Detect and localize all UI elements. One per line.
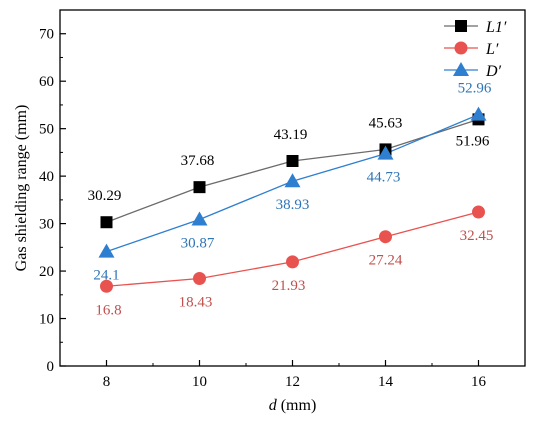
series-2-point (191, 211, 208, 226)
y-tick-label: 10 (39, 312, 54, 328)
data-label: 45.63 (369, 115, 403, 131)
y-axis-title: Gas shielding range (mm) (13, 105, 30, 272)
series-0-point (193, 181, 206, 194)
data-label: 16.8 (95, 302, 121, 318)
series-2-point (284, 173, 301, 188)
data-label: 30.29 (88, 188, 122, 204)
x-tick-label: 8 (103, 374, 111, 390)
series-1-point (472, 205, 485, 219)
data-label: 32.45 (460, 228, 494, 244)
series-1-point (100, 279, 113, 293)
series-2-point (98, 243, 115, 258)
legend-entry: L1′ (485, 19, 507, 36)
series-0-point (286, 154, 299, 167)
legend: L1′ L′ D′ (444, 19, 507, 80)
data-label: 43.19 (274, 127, 308, 143)
y-tick-label: 0 (47, 359, 55, 375)
y-tick-label: 40 (39, 169, 54, 185)
legend-marker (453, 62, 469, 76)
series-1-point (286, 255, 299, 269)
data-label: 38.93 (276, 197, 310, 213)
legend-marker (455, 20, 467, 32)
legend-entry: D′ (485, 63, 502, 80)
x-tick-label: 16 (471, 374, 487, 390)
legend-marker (454, 41, 468, 55)
series-1-point (193, 272, 206, 286)
y-tick-label: 70 (39, 27, 54, 43)
y-tick-label: 50 (39, 122, 54, 138)
data-label: 21.93 (272, 278, 306, 294)
series-line-1 (106, 211, 479, 287)
y-tick-label: 20 (39, 264, 54, 280)
series-2-point (377, 145, 394, 160)
series-0-point (100, 216, 113, 229)
x-tick-label: 12 (285, 374, 300, 390)
series-1-point (379, 230, 392, 244)
x-tick-label: 14 (378, 374, 394, 390)
series-2-point (470, 106, 487, 121)
x-axis-title: d (mm) (269, 397, 317, 414)
x-axis-unit: (mm) (277, 397, 317, 414)
x-axis-variable: d (269, 397, 278, 414)
series-markers (98, 106, 487, 293)
y-tick-label: 30 (39, 217, 54, 233)
x-tick-label: 10 (192, 374, 207, 390)
data-labels: 30.29 37.68 43.19 45.63 51.96 16.8 18.43 21.93 2… (88, 81, 494, 319)
data-label: 44.73 (367, 170, 401, 186)
y-tick-label: 60 (39, 74, 54, 90)
data-label: 24.1 (93, 268, 119, 284)
axes: 0 10 20 30 40 50 60 70 8 10 12 14 16 d (mm) Gas shield… (13, 9, 526, 414)
data-label: 37.68 (181, 153, 215, 169)
data-label: 51.96 (456, 133, 490, 149)
legend-entry: L′ (485, 41, 499, 58)
plot-frame (59, 9, 526, 367)
data-label: 52.96 (458, 81, 492, 97)
data-label: 30.87 (181, 235, 215, 251)
data-label: 27.24 (369, 253, 403, 269)
data-label: 18.43 (179, 295, 213, 311)
